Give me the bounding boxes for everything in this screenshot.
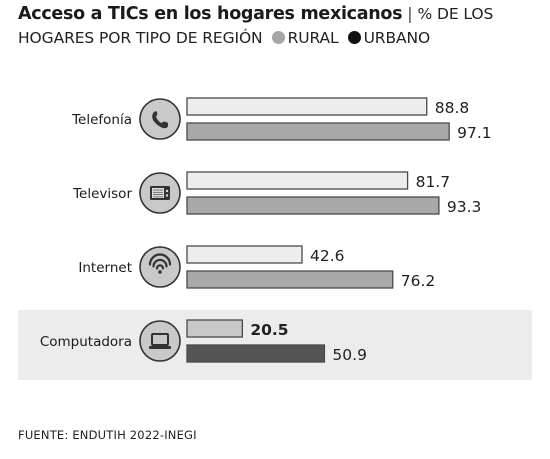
data-label-urbano-computadora: 50.9 xyxy=(332,346,367,364)
data-label-rural-computadora: 20.5 xyxy=(250,321,288,339)
data-label-urbano-telefonia: 97.1 xyxy=(457,124,492,142)
wifi-arc xyxy=(152,258,168,268)
laptop-screen xyxy=(151,333,169,346)
legend-swatch-rural xyxy=(271,31,285,44)
category-label-televisor: Televisor xyxy=(72,186,132,202)
tv-icon xyxy=(139,172,181,214)
wifi-arc xyxy=(155,264,165,270)
legend-label-rural: RURAL xyxy=(287,29,339,47)
laptop-icon xyxy=(139,320,181,362)
legend-item-rural: RURAL xyxy=(271,26,339,50)
title-line-2: HOGARES POR TIPO DE REGIÓN RURAL URBANO xyxy=(18,26,538,50)
bar-urbano-televisor xyxy=(186,196,440,215)
chart-subtitle-part-2: HOGARES POR TIPO DE REGIÓN xyxy=(18,29,263,47)
legend-label-urbano: URBANO xyxy=(363,29,431,47)
data-label-rural-telefonia: 88.8 xyxy=(435,99,470,117)
wifi-dot xyxy=(158,270,162,274)
icon-circle xyxy=(139,320,181,362)
bar-urbano-computadora xyxy=(186,344,326,363)
data-label-rural-televisor: 81.7 xyxy=(416,173,451,191)
legend-item-urbano: URBANO xyxy=(347,26,431,50)
title-separator: | xyxy=(407,4,413,23)
chart-title: Acceso a TICs en los hogares mexicanos xyxy=(18,4,403,24)
bar-rural-televisor xyxy=(186,171,409,190)
source-note: FUENTE: ENDUTIH 2022-INEGI xyxy=(18,428,197,442)
tv-screen xyxy=(152,188,164,198)
wifi-arc xyxy=(148,253,172,266)
bar-rural-internet xyxy=(186,245,303,264)
title-line-1: Acceso a TICs en los hogares mexicanos |… xyxy=(18,2,538,26)
icon-circle xyxy=(139,98,181,140)
icon-circle xyxy=(139,246,181,288)
laptop-base xyxy=(149,346,171,349)
wifi-icon xyxy=(139,246,181,288)
category-label-telefonia: Telefonía xyxy=(71,112,132,128)
data-label-rural-internet: 42.6 xyxy=(310,247,345,265)
tv-knob xyxy=(165,189,169,193)
phone-glyph xyxy=(152,111,168,129)
bar-urbano-telefonia xyxy=(186,122,450,141)
tv-knob xyxy=(165,194,169,197)
category-label-internet: Internet xyxy=(78,260,132,276)
bar-rural-computadora xyxy=(186,319,243,338)
bar-rural-telefonia xyxy=(186,97,428,116)
chart-subtitle-part-1: % DE LOS xyxy=(417,5,494,23)
category-label-computadora: Computadora xyxy=(40,334,132,350)
legend-swatch-urbano xyxy=(347,31,361,44)
chart-header: Acceso a TICs en los hogares mexicanos |… xyxy=(18,2,538,50)
bar-urbano-internet xyxy=(186,270,394,289)
data-label-urbano-televisor: 93.3 xyxy=(447,198,482,216)
phone-icon xyxy=(139,98,181,140)
data-label-urbano-internet: 76.2 xyxy=(401,272,436,290)
